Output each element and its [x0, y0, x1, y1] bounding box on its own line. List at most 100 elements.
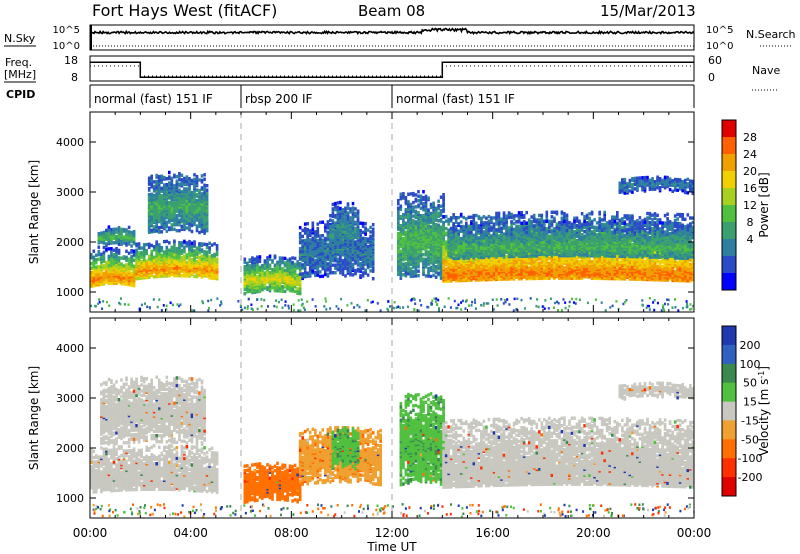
x-tick-label: 16:00 [475, 526, 510, 540]
colorbar-tick-label: 12 [743, 199, 757, 212]
colorbar-tick-label: 20 [743, 165, 757, 178]
colorbar-segment [722, 154, 736, 172]
nsky-line [90, 27, 695, 36]
nsky-tick-label: 10^5 [53, 25, 80, 36]
nsearch-label: N.Search [746, 28, 796, 41]
power-panel: 4000 3000 2000 1000 Slant Range [km] 28 24 20 16… [27, 111, 771, 313]
scatter-feature [447, 219, 695, 261]
colorbar-segment [722, 439, 736, 459]
x-tick-label: 20:00 [576, 526, 611, 540]
colorbar-segment [722, 188, 736, 206]
scatter-feature [442, 416, 695, 489]
colorbar-segment [722, 256, 736, 274]
freq-unit-label: [MHz] [4, 68, 36, 81]
nave-tick-label: 60 [708, 54, 722, 67]
freq-line [90, 61, 694, 79]
colorbar-label-exponent: -1 [757, 371, 766, 379]
nsearch-tick-label: 10^5 [706, 25, 733, 36]
scatter-feature [243, 254, 302, 296]
cpid-segment-label: rbsp 200 IF [245, 92, 312, 106]
y-tick-label: 4000 [56, 136, 84, 149]
cpid-label: CPID [6, 88, 35, 101]
y-axis-label: Slant Range [km] [27, 160, 41, 264]
y-axis-label: Slant Range [km] [27, 366, 41, 470]
colorbar-tick-label: -15 [741, 414, 759, 427]
colorbar-segment [722, 326, 736, 346]
colorbar-segment [722, 273, 736, 291]
x-tick-label: 04:00 [173, 526, 208, 540]
y-tick-label: 1000 [56, 492, 84, 505]
colorbar-segment [722, 222, 736, 240]
scatter-feature [331, 426, 360, 471]
freq-panel: 18 8 60 0 [64, 54, 722, 84]
colorbar-segment [722, 401, 736, 421]
y-tick-label: 4000 [56, 342, 84, 355]
colorbar-segment [722, 477, 736, 497]
scatter-feature [100, 375, 206, 446]
x-axis-label: Time UT [366, 540, 417, 554]
nsky-panel: 10^5 10^0 10^5 10^0 [53, 24, 733, 52]
colorbar-segment [722, 458, 736, 478]
scatter-feature [97, 225, 136, 250]
colorbar-tick-label: 4 [747, 233, 754, 246]
colorbar-tick-label: 100 [740, 358, 761, 371]
scatter-feature [90, 247, 136, 288]
velocity-panel: 4000 3000 2000 1000 Slant Range [km] 200 100 50… [27, 317, 772, 554]
colorbar-label: Power [dB] [757, 172, 771, 237]
x-tick-label: 08:00 [274, 526, 309, 540]
colorbar-segment [722, 205, 736, 223]
scatter-feature [243, 461, 302, 504]
colorbar-segment [722, 344, 736, 365]
freq-tick-label: 8 [71, 71, 78, 84]
nsky-tick-label: 10^0 [53, 41, 80, 52]
colorbar-tick-label: 24 [743, 148, 757, 161]
freq-tick-label: 18 [64, 54, 78, 67]
x-tick-label: 00:00 [677, 526, 712, 540]
x-tick-label: 00:00 [73, 526, 108, 540]
cpid-segment-label: normal (fast) 151 IF [94, 92, 213, 106]
scatter-feature [329, 200, 360, 251]
scatter-feature [147, 170, 209, 235]
ground-scatter-noise [92, 503, 695, 518]
colorbar-segment [722, 120, 736, 138]
y-tick-label: 2000 [56, 236, 84, 249]
nsearch-tick-label: 10^0 [706, 41, 733, 52]
colorbar-segment [722, 382, 736, 403]
nave-label: Nave [752, 64, 780, 77]
scatter-feature [135, 239, 219, 281]
scatter-feature [399, 392, 445, 487]
plot-title: Fort Hays West (fitACF) [92, 1, 277, 20]
colorbar-label-end: ] [757, 366, 771, 371]
scatter-feature [618, 175, 695, 196]
colorbar-tick-label: 8 [747, 216, 754, 229]
colorbar-tick-label: 16 [743, 182, 757, 195]
colorbar-tick-label: 200 [740, 339, 761, 352]
colorbar-tick-label: 50 [743, 377, 757, 390]
beam-label: Beam 08 [358, 2, 425, 20]
scatter-feature [618, 381, 695, 401]
colorbar-segment [722, 171, 736, 189]
freq-frame [89, 55, 695, 82]
colorbar-tick-label: -200 [738, 471, 763, 484]
colorbar-tick-label: 15 [743, 396, 757, 409]
scatter-feature [90, 444, 219, 494]
nsky-label: N.Sky [4, 32, 36, 45]
cpid-segment-label: normal (fast) 151 IF [396, 92, 515, 106]
colorbar-segment [722, 420, 736, 440]
colorbar-tick-label: -50 [741, 433, 759, 446]
nave-tick-label: 0 [708, 71, 715, 84]
cpid-panel: normal (fast) 151 IF rbsp 200 IF normal (f… [89, 84, 695, 108]
colorbar-label: Velocity [m s-1] [757, 366, 772, 456]
y-tick-label: 3000 [56, 392, 84, 405]
colorbar-tick-label: 28 [743, 131, 757, 144]
date-label: 15/Mar/2013 [600, 2, 696, 20]
freq-label: Freq. [5, 56, 32, 69]
colorbar-frame [721, 325, 737, 497]
y-tick-label: 1000 [56, 286, 84, 299]
colorbar-tick-label: -100 [738, 452, 763, 465]
colorbar-segment [722, 363, 736, 384]
nave-line [90, 65, 694, 77]
y-tick-label: 3000 [56, 186, 84, 199]
colorbar-frame [721, 119, 737, 291]
